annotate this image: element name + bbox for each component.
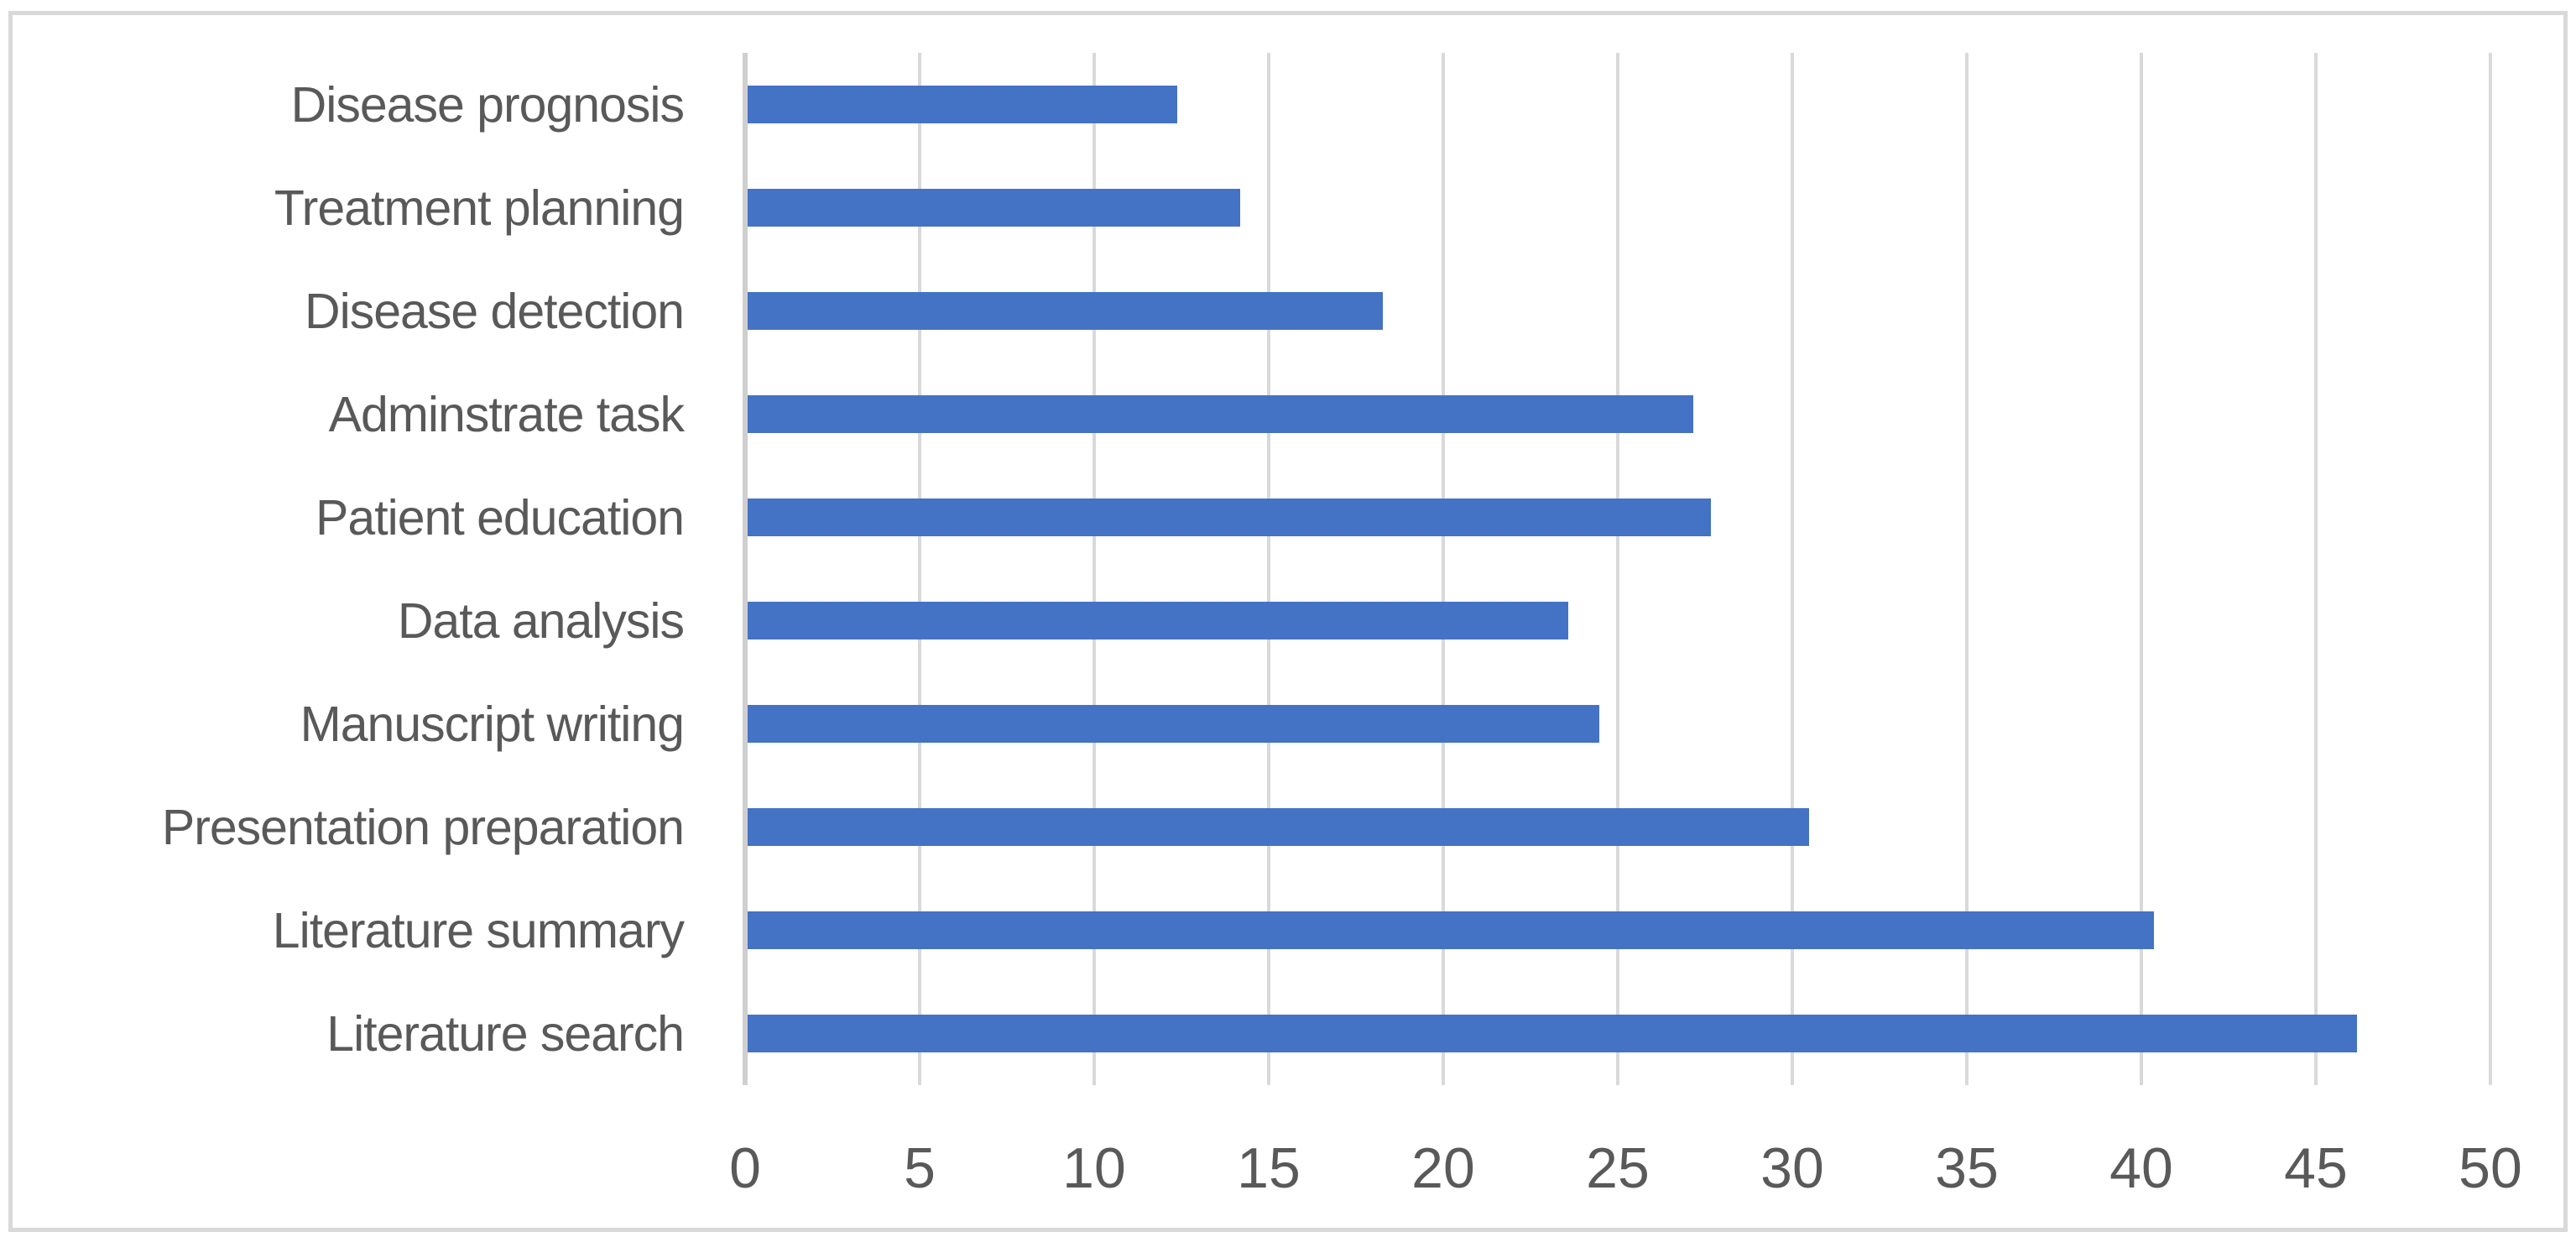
bar-treatment-planning <box>748 189 1240 227</box>
category-label-data-analysis: Data analysis <box>397 592 685 649</box>
gridline <box>1092 53 1096 1085</box>
x-tick-label: 15 <box>1237 1136 1301 1200</box>
category-label-presentation-preparation: Presentation preparation <box>161 799 685 855</box>
bar-presentation-preparation <box>748 808 1809 846</box>
gridline <box>1965 53 1969 1085</box>
x-tick-label: 50 <box>2459 1136 2522 1200</box>
gridline <box>918 53 921 1085</box>
category-label-literature-search: Literature search <box>326 1005 685 1062</box>
gridline <box>2140 53 2143 1085</box>
bar-patient-education <box>748 499 1712 536</box>
gridline <box>2314 53 2318 1085</box>
x-tick-label: 5 <box>904 1136 936 1200</box>
category-label-adminstrate-task: Adminstrate task <box>328 386 685 442</box>
category-label-literature-summary: Literature summary <box>272 902 685 958</box>
bar-literature-search <box>748 1015 2357 1052</box>
bar-manuscript-writing <box>748 705 1600 743</box>
bar-data-analysis <box>748 602 1568 639</box>
x-tick-label: 25 <box>1586 1136 1650 1200</box>
bar-disease-prognosis <box>748 86 1177 123</box>
category-label-patient-education: Patient education <box>315 489 685 545</box>
category-axis-line <box>743 53 748 1085</box>
category-label-treatment-planning: Treatment planning <box>274 180 685 236</box>
gridline <box>1791 53 1794 1085</box>
x-tick-label: 10 <box>1062 1136 1126 1200</box>
x-tick-label: 30 <box>1760 1136 1824 1200</box>
x-tick-label: 20 <box>1411 1136 1475 1200</box>
gridline <box>1616 53 1619 1085</box>
category-label-disease-prognosis: Disease prognosis <box>290 76 685 133</box>
x-tick-label: 45 <box>2284 1136 2348 1200</box>
gridline <box>2489 53 2492 1085</box>
category-label-disease-detection: Disease detection <box>304 283 685 339</box>
x-tick-label: 40 <box>2109 1136 2173 1200</box>
gridline <box>1442 53 1445 1085</box>
bar-literature-summary <box>748 911 2155 949</box>
bar-adminstrate-task <box>748 395 1694 433</box>
x-tick-label: 35 <box>1935 1136 1999 1200</box>
bar-disease-detection <box>748 292 1384 330</box>
gridline <box>1267 53 1270 1085</box>
category-label-manuscript-writing: Manuscript writing <box>300 696 685 752</box>
x-tick-label: 0 <box>729 1136 761 1200</box>
